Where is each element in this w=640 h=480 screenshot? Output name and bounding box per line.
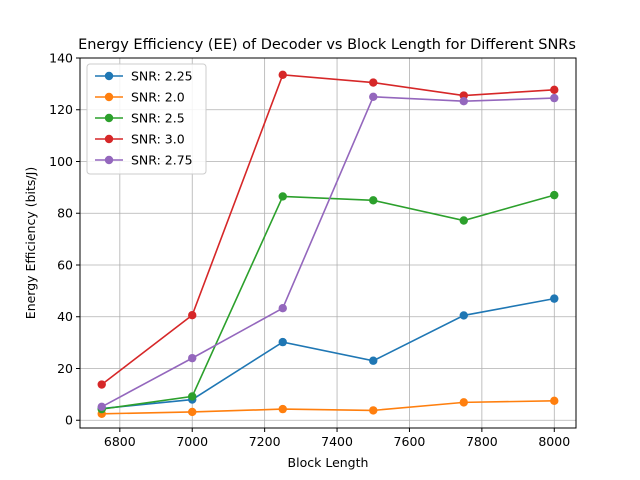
- data-point: [369, 78, 378, 87]
- series-SNR: 2.5: [97, 190, 559, 414]
- legend-marker: [104, 113, 114, 123]
- x-tick-label: 8000: [538, 434, 570, 449]
- legend-item: SNR: 2.25: [95, 69, 193, 84]
- data-point: [550, 85, 559, 95]
- series-SNR: 2.0: [97, 396, 559, 418]
- series-layer: [97, 70, 559, 418]
- ticks: 6800 7000 7200 7400 7600 7800 8000 0 20 40 60 80 100…: [49, 51, 570, 450]
- grid: [80, 57, 576, 428]
- x-tick-label: 7800: [466, 434, 498, 449]
- data-point: [459, 97, 468, 106]
- data-point: [188, 407, 197, 417]
- plot-area-frame: [79, 57, 577, 429]
- x-tick-label: 7600: [394, 434, 426, 449]
- data-point: [278, 304, 287, 313]
- x-tick-label: 7200: [249, 434, 281, 449]
- y-axis-label: Energy Efficiency (bits/J): [23, 167, 38, 319]
- data-point: [97, 402, 106, 411]
- y-tick-label: 0: [65, 413, 73, 428]
- data-point: [369, 92, 378, 102]
- y-tick-label: 40: [57, 309, 73, 324]
- legend-item: SNR: 2.5: [95, 111, 185, 126]
- data-point: [188, 353, 197, 363]
- legend-marker: [104, 92, 114, 102]
- series-line: [101, 297, 555, 410]
- series-line: [101, 400, 555, 415]
- legend-item: SNR: 2.0: [95, 90, 185, 105]
- data-point: [369, 406, 378, 415]
- legend-label: SNR: 3.0: [131, 132, 185, 147]
- data-point: [278, 70, 287, 80]
- series-line: [101, 73, 555, 386]
- data-point: [550, 190, 559, 200]
- legend: SNR: 2.25 SNR: 2.0 SNR: 2.5 SNR: 3.0 SNR: 2.…: [86, 63, 207, 175]
- data-point: [369, 356, 378, 365]
- data-point: [188, 392, 197, 401]
- series-line: [101, 194, 555, 410]
- data-point: [550, 294, 559, 303]
- y-tick-label: 20: [57, 361, 73, 376]
- x-tick-label: 7000: [176, 434, 208, 449]
- x-tick-label: 7400: [321, 434, 353, 449]
- data-point: [459, 216, 468, 225]
- data-point: [369, 196, 378, 205]
- legend-marker: [104, 71, 114, 81]
- data-point: [459, 398, 468, 407]
- legend-box: [86, 63, 207, 175]
- series-line: [101, 95, 555, 408]
- series-SNR: 3.0: [97, 70, 559, 389]
- data-point: [278, 337, 287, 347]
- legend-marker: [104, 134, 114, 144]
- legend-item: SNR: 2.75: [95, 153, 193, 168]
- x-axis-label: Block Length: [288, 455, 369, 470]
- legend-label: SNR: 2.0: [131, 90, 185, 105]
- legend-label: SNR: 2.25: [131, 69, 193, 84]
- y-tick-label: 140: [49, 51, 73, 66]
- y-tick-label: 120: [49, 102, 73, 117]
- series-SNR: 2.75: [97, 92, 559, 411]
- legend-marker: [104, 155, 114, 165]
- data-point: [97, 380, 106, 389]
- legend-item: SNR: 3.0: [95, 132, 185, 147]
- legend-label: SNR: 2.75: [131, 153, 193, 168]
- y-tick-label: 100: [49, 154, 73, 169]
- chart-title: Energy Efficiency (EE) of Decoder vs Blo…: [78, 37, 576, 53]
- data-point: [278, 404, 287, 414]
- y-tick-label: 60: [57, 257, 73, 272]
- data-point: [550, 396, 559, 406]
- data-point: [188, 310, 197, 320]
- data-point: [459, 311, 468, 320]
- legend-label: SNR: 2.5: [131, 111, 185, 126]
- data-point: [278, 192, 287, 201]
- series-SNR: 2.25: [97, 294, 559, 413]
- x-tick-label: 6800: [104, 434, 136, 449]
- data-point: [550, 93, 559, 103]
- y-tick-label: 80: [57, 206, 73, 221]
